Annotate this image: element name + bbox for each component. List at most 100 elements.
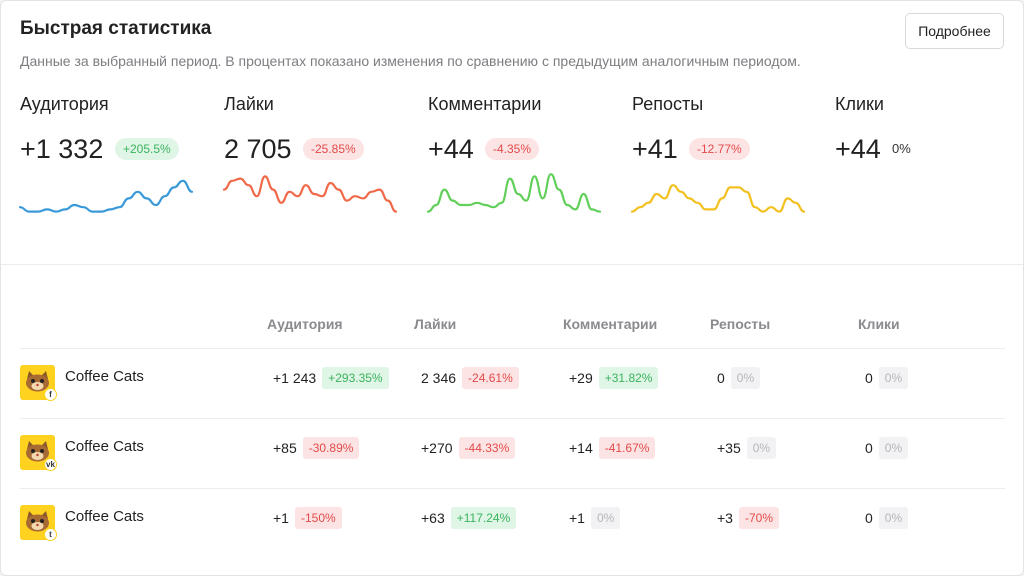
sparkline-chart — [18, 179, 194, 213]
table-cell: +35 0% — [717, 436, 777, 460]
sparkline-path — [222, 175, 398, 213]
metric-label: Лайки — [224, 94, 274, 114]
cat-face-icon — [26, 511, 49, 532]
avatar: t — [20, 505, 57, 541]
metric-value: +44 — [835, 134, 881, 164]
cell-change-badge: -44.33% — [458, 437, 516, 459]
column-header-reposts: Репосты — [710, 316, 771, 332]
facebook-icon: f — [44, 388, 57, 401]
metric-clicks: Клики +44 0% — [835, 94, 1024, 234]
sparkline-chart — [426, 173, 602, 213]
cat-face-icon — [26, 371, 49, 392]
avatar: vk — [20, 435, 57, 471]
cell-value: +35 — [717, 440, 741, 456]
row-name[interactable]: Coffee Cats — [65, 508, 144, 525]
metric-label: Аудитория — [20, 94, 109, 114]
sparkline-chart — [222, 175, 398, 213]
table-cell: 0 0% — [865, 366, 909, 390]
metric-value: 2 705 — [224, 134, 292, 164]
column-header-audience: Аудитория — [267, 316, 343, 332]
cell-change-badge: +31.82% — [598, 367, 659, 389]
metric-label: Клики — [835, 94, 884, 114]
metric-value: +44 — [428, 134, 474, 164]
metric-value: +1 332 — [20, 134, 104, 164]
row-divider — [20, 488, 1005, 489]
table-cell: +1 0% — [569, 506, 621, 530]
cell-value: +1 — [273, 510, 289, 526]
table-cell: +14 -41.67% — [569, 436, 656, 460]
cell-change-badge: -150% — [294, 507, 342, 529]
metric-change-badge: +205.5% — [115, 138, 179, 160]
cell-change-badge: -70% — [738, 507, 779, 529]
cat-face-icon — [26, 441, 49, 462]
table-row[interactable]: f Coffee Cats +1 243 +293.35% 2 346 -24.61% +2… — [1, 348, 1024, 418]
metric-label: Репосты — [632, 94, 704, 114]
table-cell: 2 346 -24.61% — [421, 366, 519, 390]
cell-change-badge: 0% — [878, 507, 909, 529]
card-title: Быстрая статистика — [20, 18, 212, 39]
table-cell: +1 -150% — [273, 506, 342, 530]
row-name[interactable]: Coffee Cats — [65, 368, 144, 385]
sparkline-path — [630, 184, 806, 213]
cell-change-badge: +117.24% — [450, 507, 517, 529]
table-cell: 0 0% — [865, 436, 909, 460]
metric-change-badge: -12.77% — [689, 138, 750, 160]
metric-comments: Комментарии +44 -4.35% — [426, 94, 628, 234]
cell-value: +29 — [569, 370, 593, 386]
cell-value: 0 — [717, 370, 725, 386]
cell-change-badge: 0% — [878, 437, 909, 459]
metric-change-badge: -25.85% — [303, 138, 364, 160]
cell-value: +1 243 — [273, 370, 317, 386]
cell-change-badge: -30.89% — [302, 437, 360, 459]
table-cell: 0 0% — [717, 366, 761, 390]
cell-change-badge: 0% — [730, 367, 761, 389]
card-subtitle: Данные за выбранный период. В процентах … — [20, 53, 801, 69]
cell-change-badge: 0% — [878, 367, 909, 389]
cell-change-badge: +293.35% — [322, 367, 389, 389]
cell-value: +63 — [421, 510, 445, 526]
cell-value: +3 — [717, 510, 733, 526]
metric-label: Комментарии — [428, 94, 542, 114]
metric-likes: Лайки 2 705 -25.85% — [222, 94, 424, 234]
cell-value: 0 — [865, 510, 873, 526]
table-cell: +1 243 +293.35% — [273, 366, 389, 390]
cell-change-badge: 0% — [590, 507, 621, 529]
column-header-clicks: Клики — [858, 316, 900, 332]
cell-change-badge: -41.67% — [598, 437, 656, 459]
sparkline-path — [18, 179, 194, 213]
column-header-comments: Комментарии — [563, 316, 658, 332]
twitter-icon: t — [44, 528, 57, 541]
table-cell: +85 -30.89% — [273, 436, 360, 460]
sparkline-chart — [630, 184, 806, 213]
metric-reposts: Репосты +41 -12.77% — [630, 94, 832, 234]
vk-icon: vk — [44, 458, 57, 471]
metric-audience: Аудитория +1 332 +205.5% — [18, 94, 220, 234]
table-row[interactable]: vk Coffee Cats +85 -30.89% +270 -44.33% +14 -41… — [1, 418, 1024, 488]
row-divider — [20, 348, 1005, 349]
table-cell: 0 0% — [865, 506, 909, 530]
cell-change-badge: 0% — [746, 437, 777, 459]
cell-value: +270 — [421, 440, 453, 456]
cell-value: +1 — [569, 510, 585, 526]
table-cell: +63 +117.24% — [421, 506, 517, 530]
cell-value: +85 — [273, 440, 297, 456]
row-name[interactable]: Coffee Cats — [65, 438, 144, 455]
metric-value: +41 — [632, 134, 678, 164]
row-divider — [20, 418, 1005, 419]
cell-value: 2 346 — [421, 370, 457, 386]
cell-value: 0 — [865, 440, 873, 456]
table-row[interactable]: t Coffee Cats +1 -150% +63 +117.24% +1 0% +3 -70%… — [1, 488, 1024, 558]
table-cell: +3 -70% — [717, 506, 779, 530]
section-divider — [1, 264, 1023, 265]
details-button[interactable]: Подробнее — [905, 13, 1004, 49]
cell-value: +14 — [569, 440, 593, 456]
avatar: f — [20, 365, 57, 401]
sparkline-path — [426, 173, 602, 213]
metric-change-badge: -4.35% — [485, 138, 540, 160]
metric-change-badge: 0% — [892, 141, 911, 156]
column-header-likes: Лайки — [414, 316, 457, 332]
table-cell: +270 -44.33% — [421, 436, 516, 460]
table-cell: +29 +31.82% — [569, 366, 659, 390]
cell-change-badge: -24.61% — [462, 367, 519, 389]
